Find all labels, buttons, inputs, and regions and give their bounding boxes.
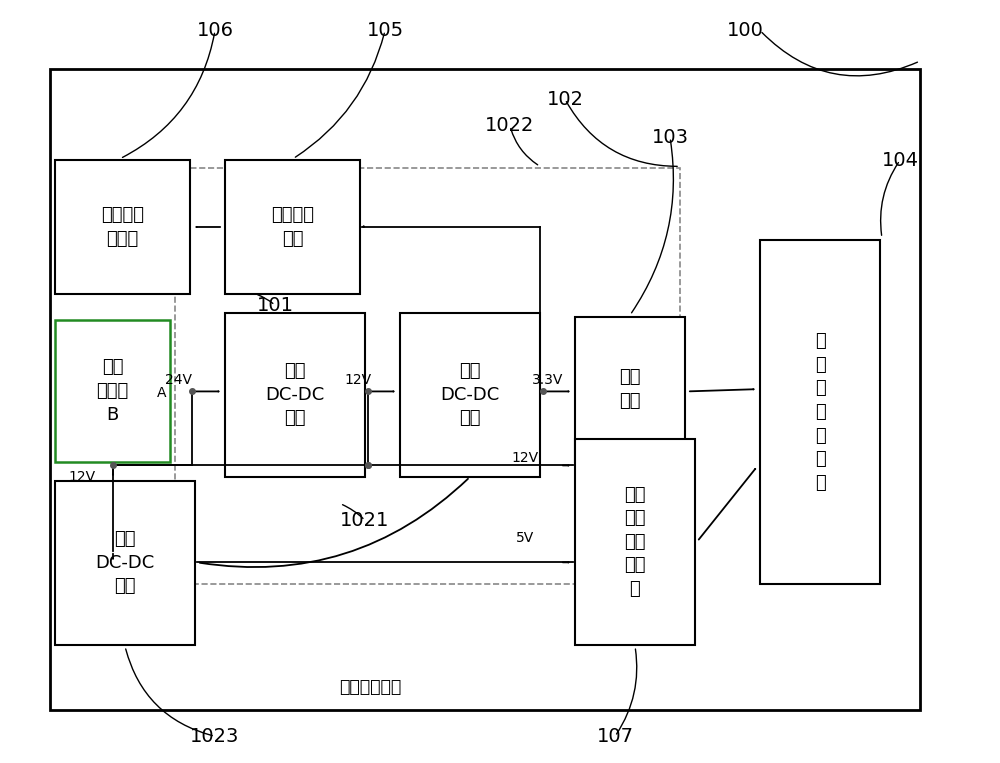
Bar [400, 313, 540, 477]
Bar [575, 439, 695, 645]
Text: 3.3V: 3.3V [532, 373, 564, 387]
Bar [55, 320, 170, 462]
Text: 101: 101 [256, 296, 294, 314]
Text: 1023: 1023 [190, 727, 240, 745]
Text: 12V: 12V [68, 470, 96, 484]
Text: 控制信号
输出端: 控制信号 输出端 [101, 206, 144, 248]
Text: 105: 105 [366, 21, 404, 40]
Bar [225, 313, 365, 477]
Text: 106: 106 [196, 21, 234, 40]
Text: 102: 102 [546, 90, 584, 108]
Text: 老
化
测
试
连
接
器: 老 化 测 试 连 接 器 [815, 332, 825, 492]
Text: 电源
输入端
B: 电源 输入端 B [96, 359, 129, 423]
Bar [55, 160, 190, 294]
Bar [225, 160, 360, 294]
Text: 103: 103 [652, 128, 688, 146]
Text: 液晶屏测试板: 液晶屏测试板 [339, 678, 401, 696]
Text: 12V: 12V [511, 451, 539, 465]
Text: 100: 100 [727, 21, 763, 40]
Text: 24V: 24V [164, 373, 192, 387]
Text: 1022: 1022 [485, 117, 535, 135]
Text: 12V: 12V [344, 373, 372, 387]
Bar [50, 69, 920, 710]
Text: 1021: 1021 [340, 511, 390, 530]
Bar [575, 317, 685, 462]
Text: A: A [157, 386, 167, 400]
Bar [55, 481, 195, 645]
Bar [175, 168, 680, 584]
Text: 第三
DC-DC
电路: 第三 DC-DC 电路 [95, 530, 155, 595]
Text: 背光控制
电路: 背光控制 电路 [271, 206, 314, 248]
Text: 第一
DC-DC
电路: 第一 DC-DC 电路 [265, 362, 325, 427]
Text: 被测
屏供
电选
择电
路: 被测 屏供 电选 择电 路 [624, 485, 646, 598]
Text: 107: 107 [596, 727, 634, 745]
Bar [760, 240, 880, 584]
Text: 第二
DC-DC
电路: 第二 DC-DC 电路 [440, 362, 500, 427]
Text: 插针
电路: 插针 电路 [619, 369, 641, 410]
Text: 104: 104 [882, 151, 918, 169]
Text: 5V: 5V [516, 531, 534, 545]
